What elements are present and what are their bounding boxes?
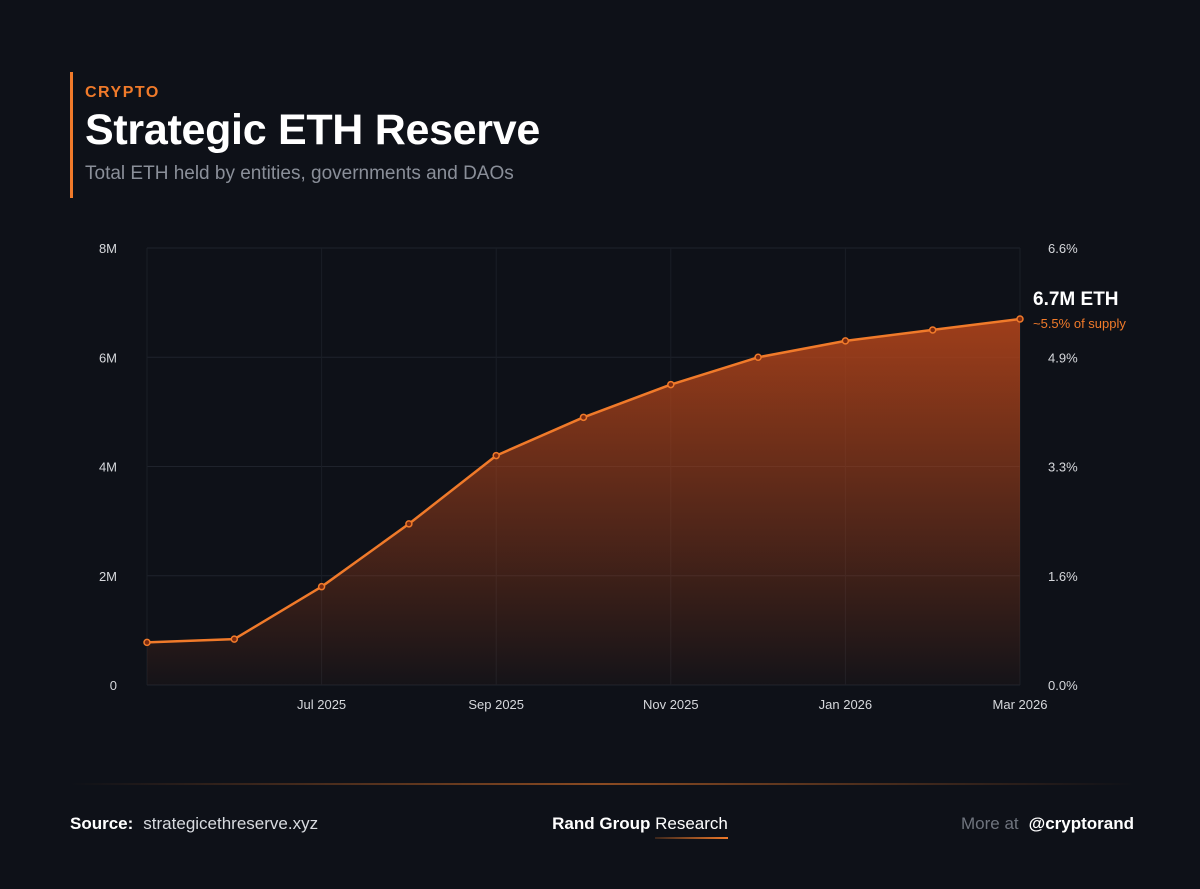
social-handle[interactable]: @cryptorand <box>1028 814 1134 833</box>
y-tick-label: 8M <box>99 241 117 256</box>
x-tick-label: Mar 2026 <box>993 697 1048 712</box>
x-tick-label: Jul 2025 <box>297 697 346 712</box>
series-area <box>147 319 1020 685</box>
source-label: Source: <box>70 814 134 833</box>
data-point <box>492 451 500 460</box>
data-point <box>928 326 937 334</box>
brand-suffix: Research <box>655 814 728 833</box>
source-credit: Source: strategicethreserve.xyz <box>70 814 318 834</box>
y2-tick-label: 6.6% <box>1048 241 1078 256</box>
x-tick-label: Nov 2025 <box>643 697 699 712</box>
area-chart: 0 0.0% 2M 1.6% 4M 3.3% 6M 4.9% 8M 6.6% Jul 2025 Sep… <box>99 241 1126 712</box>
chart-annotation: 6.7M ETH ~5.5% of supply <box>1033 289 1126 331</box>
y-tick-label: 0 <box>110 678 117 693</box>
data-point <box>754 353 762 361</box>
chart-axes: 0 0.0% 2M 1.6% 4M 3.3% 6M 4.9% 8M 6.6% Jul 2025 Sep… <box>99 241 1078 712</box>
chart-header: CRYPTO Strategic ETH Reserve Total ETH h… <box>70 72 540 198</box>
data-point <box>579 413 588 422</box>
data-point <box>405 520 413 528</box>
data-point <box>230 635 239 643</box>
y2-tick-label: 0.0% <box>1048 678 1078 693</box>
chart-title: Strategic ETH Reserve <box>85 106 540 154</box>
y-tick-label: 2M <box>99 569 117 584</box>
chart-subtitle: Total ETH held by entities, governments … <box>85 163 514 184</box>
x-tick-label: Jan 2026 <box>819 697 873 712</box>
brand-credit: Rand Group Research <box>0 814 1200 834</box>
footer-divider <box>70 783 1134 785</box>
y-tick-label: 6M <box>99 350 117 365</box>
more-credit: More at @cryptorand <box>961 814 1134 834</box>
x-tick-label: Sep 2025 <box>468 697 524 712</box>
y2-tick-label: 1.6% <box>1048 569 1078 584</box>
source-link[interactable]: strategicethreserve.xyz <box>143 814 319 833</box>
chart-series <box>143 315 1024 685</box>
y-tick-label: 4M <box>99 460 117 475</box>
y2-tick-label: 4.9% <box>1048 350 1078 365</box>
data-point <box>667 380 675 389</box>
brand-name: Rand Group <box>552 814 651 833</box>
annotation-sub: ~5.5% of supply <box>1033 316 1126 331</box>
data-point <box>1016 315 1024 323</box>
chart-category: CRYPTO <box>85 84 160 101</box>
more-label: More at <box>960 814 1019 833</box>
data-point <box>841 337 850 345</box>
data-point <box>317 582 326 591</box>
data-point <box>143 638 151 647</box>
y2-tick-label: 3.3% <box>1048 460 1078 475</box>
annotation-value: 6.7M ETH <box>1033 289 1119 310</box>
